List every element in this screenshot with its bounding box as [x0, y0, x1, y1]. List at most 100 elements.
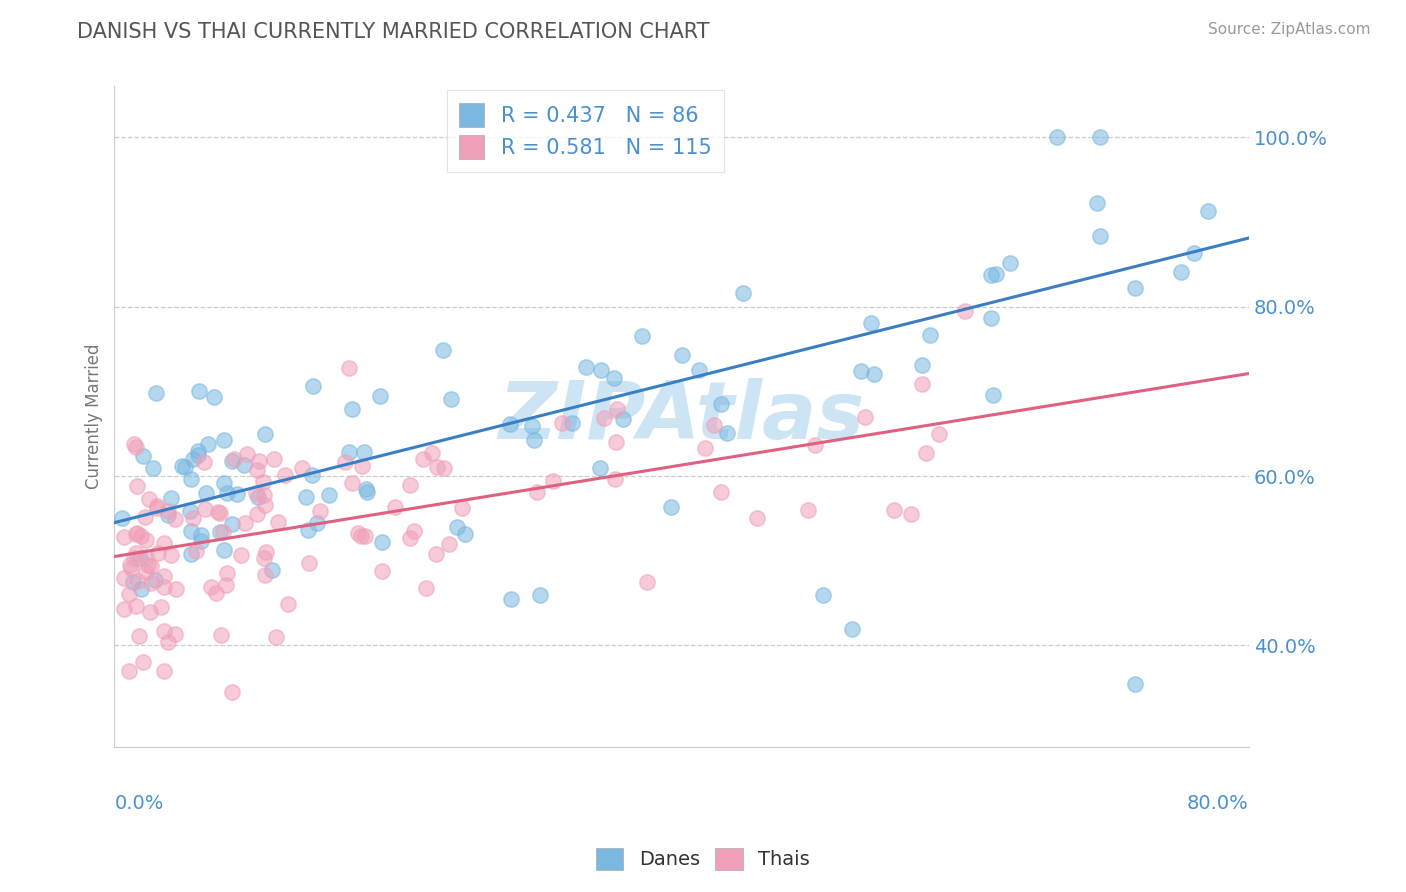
- Point: [520, 418, 543, 433]
- Point: [127, 574, 149, 589]
- Point: [180, 473, 202, 487]
- Point: [263, 451, 285, 466]
- Point: [1085, 196, 1108, 211]
- Point: [152, 569, 174, 583]
- Y-axis label: Currently Married: Currently Married: [86, 344, 103, 490]
- Point: [146, 501, 169, 516]
- Point: [225, 487, 247, 501]
- Point: [156, 635, 179, 649]
- Point: [911, 377, 934, 392]
- Point: [157, 508, 180, 523]
- Point: [150, 599, 173, 614]
- Point: [209, 524, 232, 539]
- Point: [249, 454, 271, 468]
- Point: [153, 664, 176, 678]
- Point: [125, 526, 148, 541]
- Point: [371, 564, 394, 578]
- Point: [120, 561, 142, 575]
- Point: [135, 549, 157, 564]
- Point: [212, 433, 235, 447]
- Point: [370, 534, 392, 549]
- Point: [233, 458, 256, 472]
- Point: [138, 491, 160, 506]
- Point: [142, 461, 165, 475]
- Point: [159, 548, 181, 562]
- Point: [221, 517, 243, 532]
- Point: [1088, 228, 1111, 243]
- Point: [127, 525, 149, 540]
- Point: [212, 524, 235, 539]
- Point: [188, 384, 211, 398]
- Text: DANISH VS THAI CURRENTLY MARRIED CORRELATION CHART: DANISH VS THAI CURRENTLY MARRIED CORRELA…: [77, 22, 710, 42]
- Point: [187, 448, 209, 462]
- Point: [731, 285, 754, 300]
- Point: [630, 329, 652, 343]
- Point: [187, 444, 209, 458]
- Text: 0.0%: 0.0%: [114, 794, 163, 813]
- Point: [605, 472, 627, 486]
- Point: [277, 598, 299, 612]
- Point: [212, 475, 235, 490]
- Point: [111, 511, 134, 525]
- Point: [1125, 676, 1147, 690]
- Point: [217, 485, 239, 500]
- Point: [139, 576, 162, 591]
- Point: [859, 316, 882, 330]
- Point: [267, 515, 290, 529]
- Point: [693, 441, 716, 455]
- Point: [183, 452, 205, 467]
- Point: [229, 548, 252, 562]
- Point: [1170, 265, 1192, 279]
- Point: [451, 501, 474, 516]
- Point: [353, 444, 375, 458]
- Point: [1197, 203, 1219, 218]
- Point: [260, 562, 283, 576]
- Point: [152, 535, 174, 549]
- Point: [252, 475, 274, 489]
- Point: [135, 565, 157, 579]
- Point: [215, 578, 238, 592]
- Point: [426, 460, 449, 475]
- Point: [588, 461, 610, 475]
- Point: [981, 387, 1004, 401]
- Point: [200, 580, 222, 594]
- Text: Source: ZipAtlas.com: Source: ZipAtlas.com: [1208, 22, 1371, 37]
- Point: [117, 664, 139, 678]
- Point: [173, 460, 195, 475]
- Text: 80.0%: 80.0%: [1187, 794, 1249, 813]
- Point: [253, 550, 276, 565]
- Point: [591, 363, 613, 377]
- Point: [193, 454, 215, 468]
- Point: [883, 503, 905, 517]
- Point: [224, 452, 246, 467]
- Point: [710, 397, 733, 411]
- Point: [190, 533, 212, 548]
- Point: [440, 392, 463, 407]
- Point: [179, 504, 201, 518]
- Point: [404, 524, 426, 539]
- Point: [160, 491, 183, 505]
- Point: [349, 529, 371, 543]
- Point: [307, 516, 329, 530]
- Point: [412, 451, 434, 466]
- Point: [1046, 130, 1069, 145]
- Point: [143, 573, 166, 587]
- Point: [181, 511, 204, 525]
- Point: [197, 436, 219, 450]
- Point: [710, 485, 733, 500]
- Point: [256, 545, 278, 559]
- Point: [129, 529, 152, 543]
- Point: [145, 385, 167, 400]
- Point: [132, 449, 155, 463]
- Point: [190, 528, 212, 542]
- Point: [911, 359, 934, 373]
- Point: [302, 378, 325, 392]
- Point: [134, 509, 156, 524]
- Point: [141, 558, 163, 573]
- Point: [420, 445, 443, 459]
- Point: [433, 461, 456, 475]
- Point: [384, 500, 406, 515]
- Legend: R = 0.437   N = 86, R = 0.581   N = 115: R = 0.437 N = 86, R = 0.581 N = 115: [447, 90, 724, 171]
- Point: [112, 602, 135, 616]
- Point: [337, 444, 360, 458]
